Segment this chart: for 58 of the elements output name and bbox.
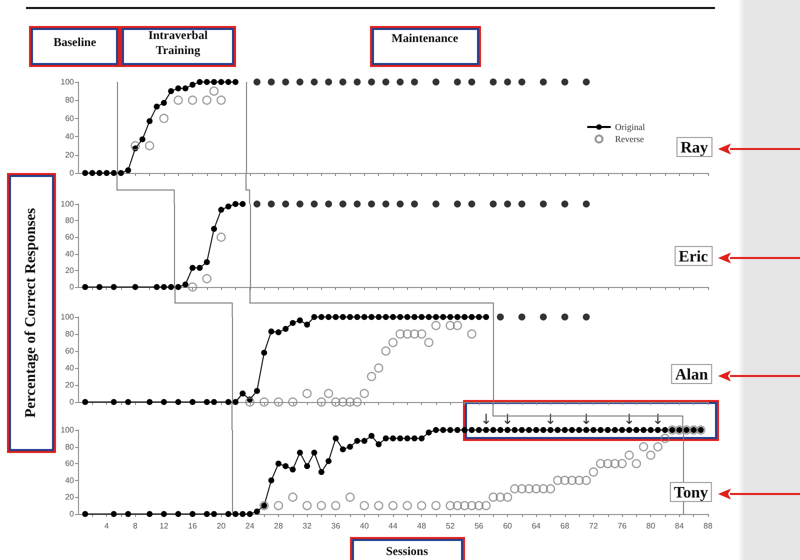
x-tick-label: 44 [388,522,398,530]
x-tick-label: 28 [274,522,284,530]
y-tick-label: 20 [65,150,75,160]
x-tick-label: 24 [245,522,255,530]
x-tick-label: 56 [474,522,484,530]
x-axis-title: Sessions [386,544,428,558]
y-tick-label: 0 [70,168,75,178]
x-tick-label: 32 [302,522,312,530]
text: Maintenance [392,31,458,46]
text: Ray [680,140,708,156]
y-tick-label: 100 [60,78,75,86]
text: Intraverbal Training [147,28,209,58]
x-tick-label: 68 [560,522,570,530]
y-tick-label: 80 [65,330,75,338]
y-tick-label: 60 [65,459,75,468]
x-tick-label: 12 [159,522,169,530]
y-tick-label: 0 [70,510,75,518]
x-tick-label: 16 [188,522,198,530]
x-tick-label: 64 [532,522,542,530]
y-tick-label: 60 [65,114,75,123]
y-tick-label: 0 [70,282,75,292]
x-tick-label: 76 [618,522,628,530]
text: Alan [675,366,708,384]
x-tick-label: 60 [503,522,513,530]
x-tick-label: 80 [646,522,656,530]
x-tick-label: 84 [674,522,684,530]
annotation: ↓ [480,412,492,428]
x-tick-label: 52 [446,522,456,530]
y-tick-label: 0 [70,398,75,406]
x-tick-label: 36 [331,522,341,530]
x-tick-label: 88 [704,522,713,530]
text: Tony [674,484,708,502]
y-tick-label: 20 [65,266,75,275]
x-tick-label: 20 [216,522,226,530]
y-tick-label: 60 [65,232,75,242]
x-tick-label: 72 [589,522,598,530]
y-tick-label: 40 [65,132,75,142]
y-tick-label: 100 [60,426,75,434]
y-tick-label: 40 [65,476,75,485]
y-tick-label: 40 [65,249,75,258]
y-tick-label: 40 [65,364,75,372]
x-tick-label: 48 [417,522,427,530]
x-tick-label: 8 [133,522,138,530]
x-tick-label: 40 [360,522,370,530]
x-tick-label: 4 [104,522,110,530]
y-tick-label: 20 [65,492,75,502]
y-tick-label: 80 [65,96,75,105]
y-tick-label: 80 [65,442,75,452]
legend-label: Original [615,122,646,132]
legend-label: Reverse [615,134,644,144]
y-tick-label: 80 [65,216,75,226]
text: Eric [678,248,708,266]
y-axis-title: Percentage of Correct Responses [22,208,40,418]
y-tick-label: 20 [65,380,75,390]
y-tick-label: 100 [60,200,75,208]
y-tick-label: 100 [60,312,75,322]
y-tick-label: 60 [65,346,75,356]
text: Baseline [54,35,96,50]
